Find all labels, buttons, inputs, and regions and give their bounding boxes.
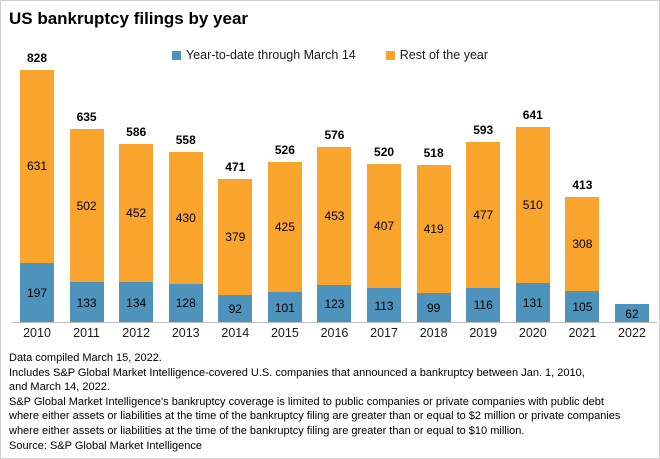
footnote-line: where either assets or liabilities at th… (9, 424, 525, 437)
legend-label-ytd: Year-to-date through March 14 (185, 48, 356, 62)
legend-item-rest: Rest of the year (385, 48, 489, 62)
x-axis-tick-label-2022: 2022 (618, 326, 646, 340)
legend-label-rest: Rest of the year (399, 48, 489, 62)
x-axis-tick-label-2015: 2015 (270, 326, 299, 340)
x-axis-tick-label-2020: 2020 (518, 326, 547, 340)
bar-segment-rest-2019: 477 (466, 141, 501, 288)
bar-segment-ytd-2021: 105 (565, 290, 600, 323)
bar-segment-ytd-2017: 113 (367, 288, 402, 323)
legend-swatch-blue (171, 50, 181, 60)
x-axis-tick-label-2014: 2014 (221, 326, 250, 340)
bar-segment-rest-2018: 419 (416, 164, 451, 293)
bar-segment-ytd-2022: 62 (614, 304, 649, 323)
bar-segment-rest-2011: 502 (69, 128, 104, 283)
footnotes: Data compiled March 15, 2022. Includes S&… (9, 351, 653, 453)
x-axis-tick-label-2016: 2016 (320, 326, 349, 340)
bar-segment-rest-2015: 425 (267, 162, 302, 293)
x-axis-line (12, 322, 657, 323)
x-axis-tick-label-2012: 2012 (122, 326, 151, 340)
bar-segment-rest-2013: 430 (168, 152, 203, 284)
x-axis-tick-label-2021: 2021 (568, 326, 597, 340)
footnote-line: Source: S&P Global Market Intelligence (9, 439, 203, 452)
legend-swatch-orange (385, 50, 395, 60)
bar-segment-ytd-2020: 131 (515, 282, 550, 323)
x-axis-tick-label-2017: 2017 (370, 326, 398, 340)
bar-total-label-2014: 471 (225, 160, 246, 175)
bar-total-label-2015: 526 (274, 143, 295, 158)
bar-total-label-2016: 576 (324, 127, 345, 142)
x-axis-tick-label-2011: 2011 (73, 326, 101, 340)
footnote-line: and March 14, 2022. (9, 381, 110, 394)
bar-segment-rest-2014: 379 (218, 179, 253, 295)
chart-legend: Year-to-date through March 14 Rest of th… (1, 48, 659, 62)
bar-segment-rest-2012: 452 (119, 143, 154, 283)
bar-segment-rest-2016: 453 (317, 146, 352, 286)
bar-segment-ytd-2019: 116 (466, 287, 501, 323)
bar-total-label-2010: 828 (26, 50, 48, 65)
bar-segment-ytd-2011: 133 (69, 282, 104, 323)
bar-segment-ytd-2010: 197 (20, 262, 54, 323)
bar-segment-ytd-2016: 123 (317, 285, 352, 323)
bar-total-label-2012: 586 (126, 124, 147, 139)
bar-segment-ytd-2018: 99 (416, 292, 451, 323)
bar-total-label-2011: 635 (76, 109, 97, 124)
footnote-line: where either assets or liabilities at th… (9, 410, 621, 423)
bar-total-label-2018: 518 (423, 145, 444, 160)
bar-segment-ytd-2014: 92 (218, 294, 253, 323)
bar-segment-rest-2020: 510 (515, 127, 550, 283)
bar-total-label-2019: 593 (473, 122, 494, 137)
legend-item-ytd: Year-to-date through March 14 (171, 48, 356, 62)
bar-segment-ytd-2013: 128 (168, 283, 203, 323)
chart-title: US bankruptcy filings by year (9, 9, 249, 28)
footnote-line: Data compiled March 15, 2022. (9, 352, 162, 364)
bar-total-label-2017: 520 (374, 145, 395, 160)
x-axis-tick-label-2013: 2013 (171, 326, 200, 340)
bar-total-label-2021: 413 (572, 177, 593, 192)
bar-segment-rest-2017: 407 (367, 164, 402, 289)
bar-total-label-2013: 558 (175, 133, 196, 148)
x-axis-tick-label-2010: 2010 (23, 326, 51, 340)
footnote-line: S&P Global Market Intelligence's bankrup… (9, 395, 604, 408)
x-axis-tick-label-2019: 2019 (469, 326, 498, 340)
bar-segment-rest-2021: 308 (565, 196, 600, 291)
footnote-line: Includes S&P Global Market Intelligence-… (9, 366, 585, 379)
bar-segment-ytd-2012: 134 (119, 282, 154, 323)
bar-segment-rest-2010: 631 (20, 69, 54, 263)
x-axis-tick-label-2018: 2018 (419, 326, 448, 340)
bar-total-label-2020: 641 (522, 108, 543, 123)
bar-segment-ytd-2015: 101 (267, 292, 302, 323)
